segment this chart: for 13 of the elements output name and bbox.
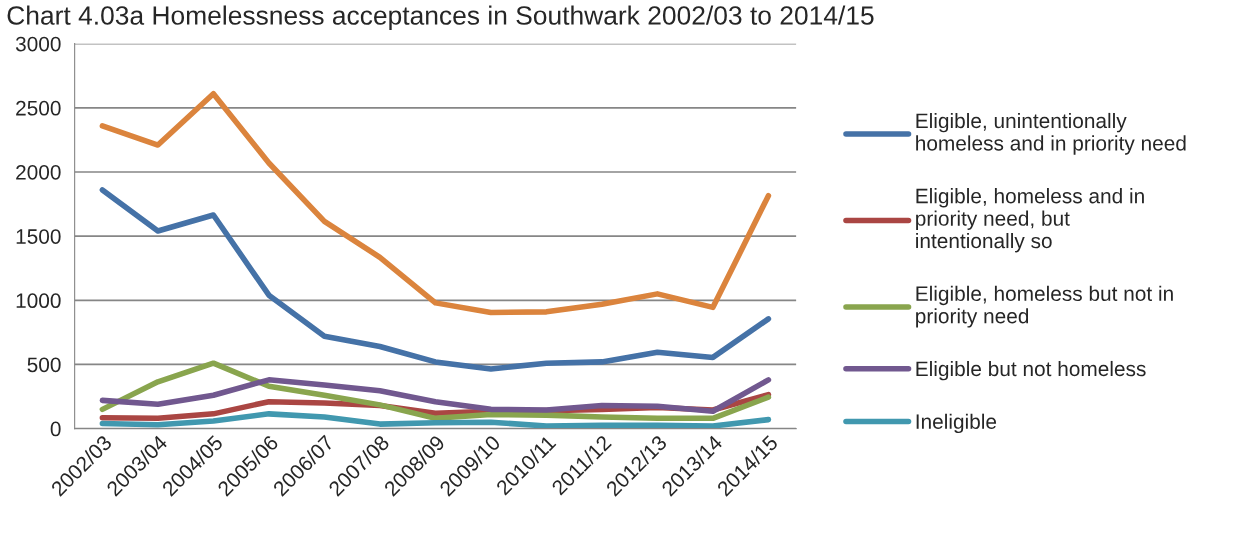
y-tick-label: 1000	[16, 293, 61, 309]
y-tick-label: 0	[50, 421, 61, 437]
y-tick-label: 2000	[16, 164, 61, 180]
y-tick-label: 2500	[16, 100, 61, 116]
legend-label: Eligible, unintentionally homeless and in priority need	[916, 112, 1186, 155]
legend-label: Ineligible	[916, 413, 997, 434]
chart-title: Chart 4.03a Homelessness acceptances in Southwark 2002/03 to 2014/15	[7, 5, 874, 31]
legend-label: Eligible, homeless but not in priority need	[916, 285, 1173, 328]
y-tick-label: 1500	[16, 229, 61, 244]
legend-label: Eligible but not homeless	[916, 360, 1146, 381]
y-tick-label: 3000	[15, 36, 61, 52]
legend-label: Eligible, homeless and in priority need, but intentionally so	[916, 188, 1144, 253]
y-tick-label: 500	[27, 357, 61, 373]
